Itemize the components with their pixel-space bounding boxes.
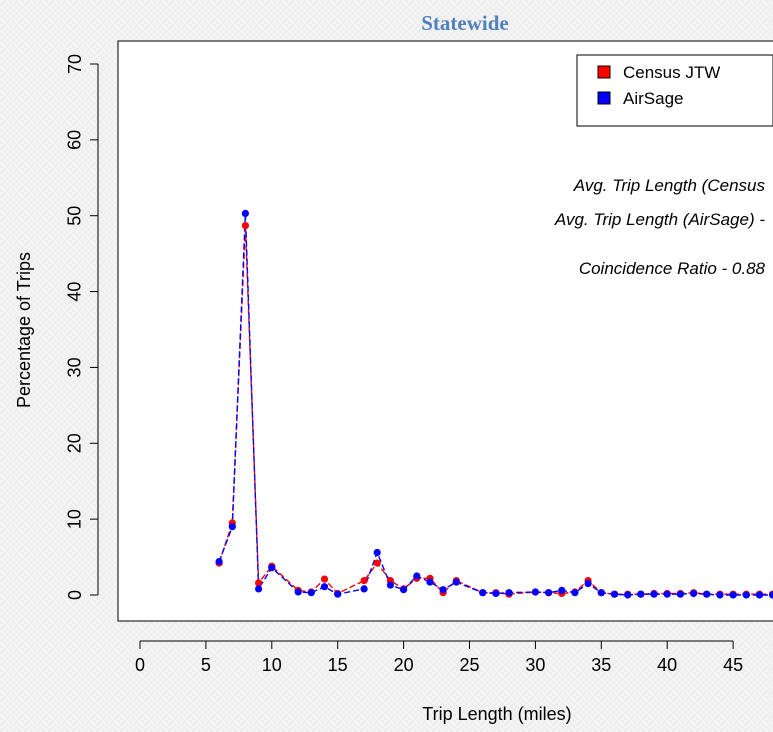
x-tick-label: 15 xyxy=(328,655,348,675)
data-point-1 xyxy=(624,591,632,599)
y-tick-label: 40 xyxy=(65,282,85,302)
data-point-1 xyxy=(769,591,773,599)
data-point-0 xyxy=(373,559,381,567)
x-axis-label: Trip Length (miles) xyxy=(422,704,571,724)
y-tick-label: 0 xyxy=(65,590,85,600)
annotation-text: Coincidence Ratio - 0.88 xyxy=(579,259,766,278)
data-point-1 xyxy=(215,558,223,566)
data-point-1 xyxy=(439,586,447,594)
data-point-1 xyxy=(452,578,460,586)
data-point-1 xyxy=(716,591,724,599)
y-tick-label: 20 xyxy=(65,433,85,453)
x-tick-label: 10 xyxy=(262,655,282,675)
data-point-1 xyxy=(426,578,434,586)
data-point-1 xyxy=(294,588,302,596)
data-point-0 xyxy=(241,222,249,230)
data-point-1 xyxy=(650,590,658,598)
annotation-text: Avg. Trip Length (AirSage) - xyxy=(554,210,765,229)
y-tick-label: 70 xyxy=(65,54,85,74)
legend-label-1: AirSage xyxy=(623,89,683,108)
data-point-1 xyxy=(400,586,408,594)
plot-frame xyxy=(117,40,773,622)
data-point-1 xyxy=(703,590,711,598)
data-point-0 xyxy=(255,579,263,587)
data-point-1 xyxy=(742,591,750,599)
data-point-1 xyxy=(360,585,368,593)
x-tick-label: 45 xyxy=(723,655,743,675)
data-point-1 xyxy=(637,590,645,598)
data-point-1 xyxy=(755,591,764,599)
x-tick-label: 25 xyxy=(459,655,479,675)
data-point-1 xyxy=(241,209,249,217)
x-tick-label: 20 xyxy=(394,655,414,675)
x-tick-label: 35 xyxy=(591,655,611,675)
data-point-1 xyxy=(479,589,487,597)
x-tick-label: 5 xyxy=(201,655,211,675)
data-point-1 xyxy=(268,564,276,572)
data-point-1 xyxy=(413,572,421,580)
data-point-1 xyxy=(663,590,671,598)
data-point-1 xyxy=(584,580,592,588)
data-point-1 xyxy=(676,590,685,598)
data-point-1 xyxy=(334,590,342,598)
data-point-1 xyxy=(492,589,500,598)
data-point-1 xyxy=(505,589,513,597)
data-point-1 xyxy=(255,585,263,593)
x-tick-label: 40 xyxy=(657,655,677,675)
data-point-0 xyxy=(360,577,368,585)
data-point-1 xyxy=(531,588,540,596)
data-point-1 xyxy=(373,548,381,557)
plot-area xyxy=(118,41,773,621)
annotation-text: Avg. Trip Length (Census xyxy=(573,176,766,195)
data-point-1 xyxy=(597,589,605,597)
x-tick-label: 0 xyxy=(135,655,145,675)
y-tick-label: 60 xyxy=(65,130,85,150)
data-point-1 xyxy=(610,590,619,598)
legend-swatch-1 xyxy=(597,91,611,105)
data-point-1 xyxy=(545,589,553,597)
data-point-1 xyxy=(320,583,329,591)
data-point-1 xyxy=(228,523,236,531)
data-point-1 xyxy=(571,589,579,597)
legend-swatch-0 xyxy=(597,65,611,79)
x-tick-label: 30 xyxy=(525,655,545,675)
y-tick-label: 30 xyxy=(65,357,85,377)
data-point-1 xyxy=(690,589,698,598)
y-axis-label: Percentage of Trips xyxy=(14,252,34,408)
y-tick-label: 50 xyxy=(65,206,85,226)
data-point-0 xyxy=(320,575,329,583)
y-tick-label: 10 xyxy=(65,509,85,529)
data-point-1 xyxy=(558,586,566,595)
legend-label-0: Census JTW xyxy=(623,63,720,82)
data-point-1 xyxy=(307,589,315,597)
data-point-1 xyxy=(729,591,737,599)
chart-title: Statewide xyxy=(421,11,509,35)
data-point-1 xyxy=(386,581,394,589)
